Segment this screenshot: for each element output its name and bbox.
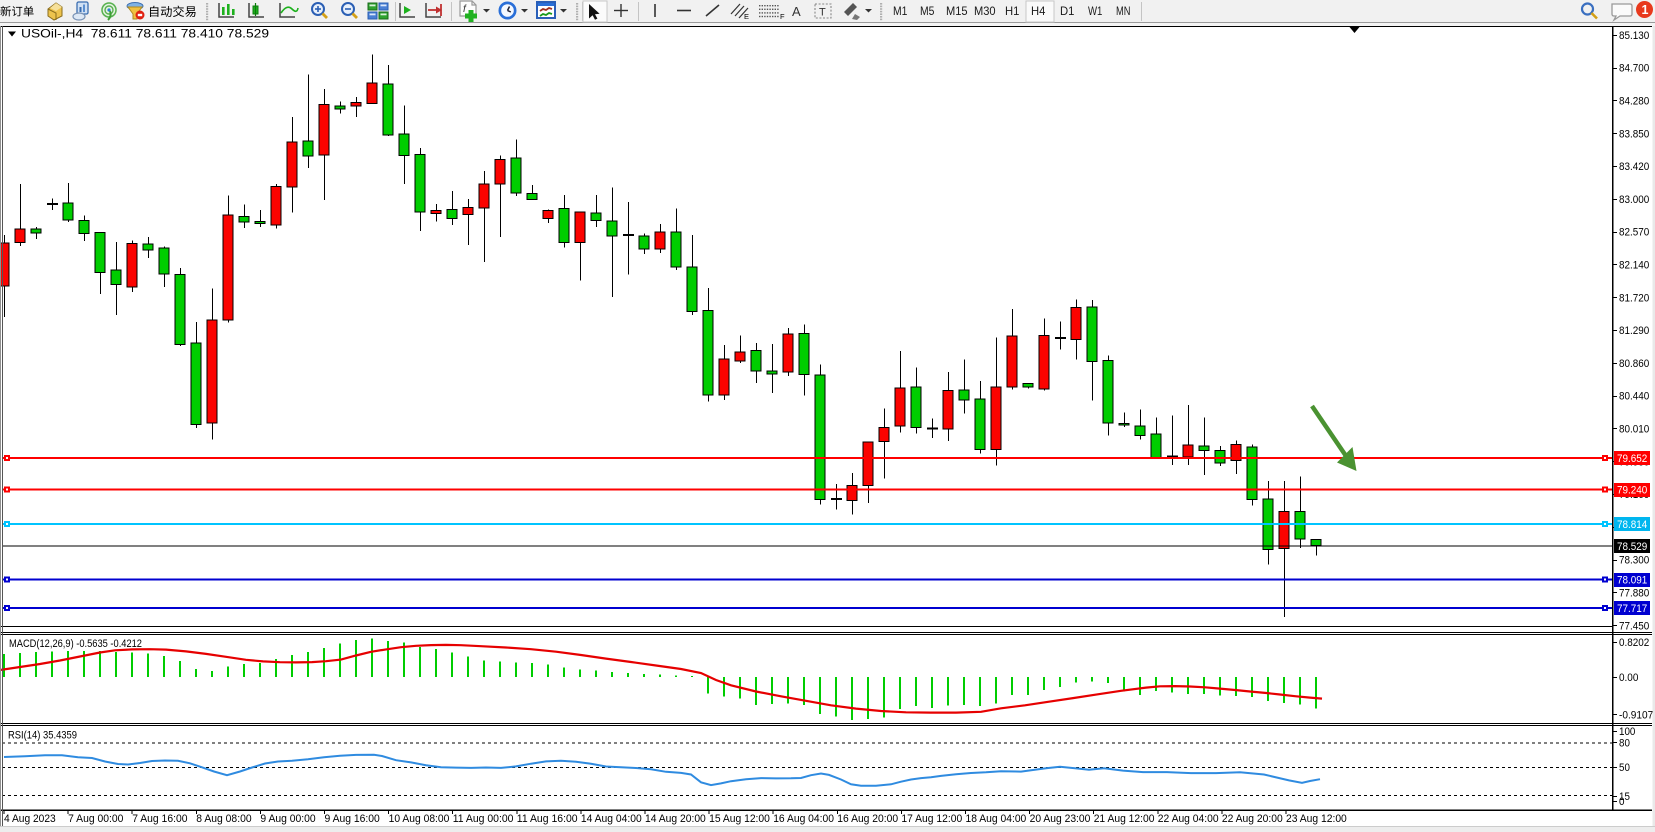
svg-text:11 Aug 00:00: 11 Aug 00:00	[453, 813, 514, 825]
svg-text:H1: H1	[1005, 4, 1020, 18]
svg-text:82.140: 82.140	[1619, 260, 1649, 272]
svg-text:80.440: 80.440	[1619, 391, 1649, 403]
svg-text:23 Aug 12:00: 23 Aug 12:00	[1286, 813, 1347, 825]
svg-text:14 Aug 04:00: 14 Aug 04:00	[581, 813, 642, 825]
svg-text:8 Aug 08:00: 8 Aug 08:00	[196, 813, 251, 825]
svg-text:80.010: 80.010	[1619, 424, 1649, 436]
svg-text:0.8202: 0.8202	[1619, 637, 1649, 649]
svg-text:9 Aug 16:00: 9 Aug 16:00	[325, 813, 380, 825]
svg-text:78.814: 78.814	[1617, 519, 1647, 531]
svg-text:85.130: 85.130	[1619, 30, 1649, 42]
svg-text:18 Aug 04:00: 18 Aug 04:00	[966, 813, 1027, 825]
svg-text:USOil-,H4 78.611 78.611 78.41: USOil-,H4 78.611 78.611 78.410 78.529	[21, 27, 269, 41]
svg-text:10 Aug 08:00: 10 Aug 08:00	[389, 813, 450, 825]
svg-text:77.450: 77.450	[1619, 620, 1649, 632]
svg-text:80.860: 80.860	[1619, 358, 1649, 370]
svg-text:7 Aug 16:00: 7 Aug 16:00	[132, 813, 187, 825]
svg-text:15: 15	[1619, 791, 1630, 803]
svg-text:83.850: 83.850	[1619, 128, 1649, 140]
svg-text:78.300: 78.300	[1619, 555, 1649, 567]
svg-text:F: F	[780, 12, 785, 21]
svg-text:81.290: 81.290	[1619, 325, 1649, 337]
svg-text:MN: MN	[1116, 4, 1130, 18]
svg-text:77.717: 77.717	[1617, 603, 1647, 615]
svg-text:78.091: 78.091	[1617, 575, 1647, 587]
svg-text:A: A	[792, 4, 801, 19]
svg-text:W1: W1	[1088, 4, 1103, 18]
svg-text:0: 0	[1619, 796, 1625, 808]
svg-text:83.420: 83.420	[1619, 161, 1649, 173]
svg-text:D1: D1	[1060, 4, 1075, 18]
svg-text:17 Aug 12:00: 17 Aug 12:00	[901, 813, 962, 825]
svg-text:20 Aug 23:00: 20 Aug 23:00	[1030, 813, 1091, 825]
svg-text:84.700: 84.700	[1619, 63, 1649, 75]
svg-text:16 Aug 20:00: 16 Aug 20:00	[837, 813, 898, 825]
svg-text:1: 1	[1642, 3, 1649, 17]
svg-text:82.570: 82.570	[1619, 227, 1649, 239]
svg-text:77.880: 77.880	[1619, 588, 1649, 600]
svg-text:15 Aug 12:00: 15 Aug 12:00	[709, 813, 770, 825]
svg-text:9 Aug 00:00: 9 Aug 00:00	[260, 813, 315, 825]
svg-text:14 Aug 20:00: 14 Aug 20:00	[645, 813, 706, 825]
svg-text:f: f	[463, 4, 467, 15]
svg-text:78.529: 78.529	[1617, 541, 1647, 553]
svg-text:H4: H4	[1031, 4, 1046, 18]
svg-text:16 Aug 04:00: 16 Aug 04:00	[773, 813, 834, 825]
svg-text:7 Aug 00:00: 7 Aug 00:00	[68, 813, 123, 825]
svg-text:50: 50	[1619, 762, 1630, 774]
svg-text:-0.9107: -0.9107	[1619, 709, 1653, 721]
svg-text:84.280: 84.280	[1619, 96, 1649, 108]
svg-text:MACD(12,26,9) -0.5635 -0.4212: MACD(12,26,9) -0.5635 -0.4212	[9, 638, 142, 650]
svg-text:E: E	[744, 12, 749, 21]
svg-text:11 Aug 16:00: 11 Aug 16:00	[517, 813, 578, 825]
svg-text:100: 100	[1619, 726, 1635, 738]
svg-text:22 Aug 04:00: 22 Aug 04:00	[1158, 813, 1219, 825]
svg-text:80: 80	[1619, 737, 1630, 749]
svg-text:79.240: 79.240	[1617, 485, 1647, 497]
svg-text:22 Aug 20:00: 22 Aug 20:00	[1222, 813, 1283, 825]
svg-text:21 Aug 12:00: 21 Aug 12:00	[1094, 813, 1155, 825]
svg-text:M5: M5	[920, 4, 935, 18]
svg-text:M30: M30	[974, 4, 996, 18]
svg-text:RSI(14) 35.4359: RSI(14) 35.4359	[8, 730, 77, 742]
svg-text:0.00: 0.00	[1619, 672, 1638, 684]
svg-text:M15: M15	[946, 4, 968, 18]
svg-text:81.720: 81.720	[1619, 292, 1649, 304]
svg-text:4 Aug 2023: 4 Aug 2023	[4, 813, 56, 825]
svg-text:83.000: 83.000	[1619, 194, 1649, 206]
svg-text:M1: M1	[893, 4, 908, 18]
svg-text:T: T	[819, 7, 826, 19]
svg-text:79.652: 79.652	[1617, 453, 1647, 465]
